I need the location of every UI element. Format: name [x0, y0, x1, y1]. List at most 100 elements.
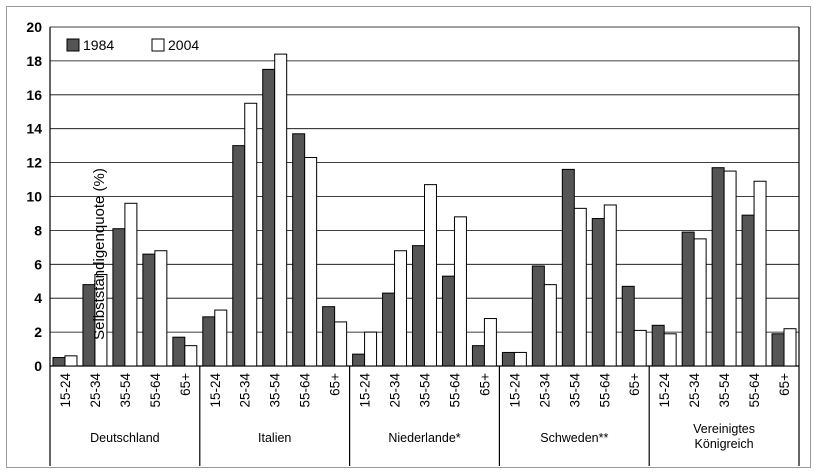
y-tick-label: 8 [34, 222, 42, 238]
x-tick-label: 55-64 [148, 373, 163, 408]
bar-2004 [603, 204, 617, 367]
bar-2004 [94, 273, 108, 367]
group-label: Deutschland [90, 431, 160, 445]
bar-1984 [471, 345, 485, 367]
x-tick-label: 15-24 [507, 373, 522, 408]
x-tick-label: 55-64 [447, 373, 462, 408]
x-tick-label: 65+ [328, 373, 343, 396]
bar-1984 [232, 145, 246, 367]
x-tick-label: 35-54 [268, 373, 283, 408]
bar-1984 [501, 351, 515, 367]
bar-1984 [771, 333, 785, 367]
bar-2004 [783, 328, 797, 367]
bar-1984 [112, 228, 126, 367]
x-tick-label: 65+ [178, 373, 193, 396]
legend-label-1984: 1984 [83, 37, 114, 53]
bar-1984 [591, 218, 605, 367]
x-tick-label: 65+ [477, 373, 492, 396]
y-tick-label: 18 [26, 53, 42, 69]
bar-2004 [633, 329, 647, 367]
bar-1984 [651, 324, 665, 367]
bar-2004 [513, 351, 527, 367]
legend: 1984 2004 [66, 37, 199, 53]
bar-2004 [453, 216, 467, 367]
y-tick-label: 6 [34, 256, 42, 272]
x-tick-label: 25-34 [687, 373, 702, 408]
y-tick-label: 2 [34, 324, 42, 340]
y-axis-label: Selbstständigenquote (%) [91, 168, 108, 340]
x-tick-label: 55-64 [597, 373, 612, 408]
bar-1984 [172, 336, 186, 367]
bar-2004 [244, 102, 258, 367]
bar-1984 [382, 292, 396, 367]
bar-2004 [124, 202, 138, 367]
y-tick-label: 16 [26, 87, 42, 103]
group-label: Italien [258, 431, 291, 445]
bar-1984 [441, 275, 455, 367]
bar-2004 [184, 345, 198, 367]
y-tick-label: 12 [26, 155, 42, 171]
bars [52, 53, 797, 367]
x-tick-label: 15-24 [58, 373, 73, 408]
legend-swatch-2004 [151, 38, 165, 52]
x-tick-label: 15-24 [208, 373, 223, 408]
x-tick-label: 55-64 [747, 373, 762, 408]
bar-2004 [274, 53, 288, 367]
x-tick-label: 65+ [777, 373, 792, 396]
x-tick-label: 15-24 [358, 373, 373, 408]
bar-1984 [741, 214, 755, 367]
bar-1984 [292, 133, 306, 367]
bar-1984 [621, 285, 635, 367]
chart-frame [6, 6, 811, 468]
x-tick-label: 35-54 [717, 373, 732, 408]
x-tick-label: 15-24 [657, 373, 672, 408]
x-tick-label: 25-34 [388, 373, 403, 408]
bar-2004 [394, 250, 408, 367]
bar-1984 [561, 168, 575, 367]
bar-2004 [154, 250, 168, 367]
bar-1984 [202, 316, 216, 367]
y-tick-label: 4 [34, 290, 42, 306]
x-tick-label: 25-34 [88, 373, 103, 408]
bar-1984 [322, 306, 336, 367]
y-tick-label: 10 [26, 189, 42, 205]
bar-2004 [573, 207, 587, 367]
bar-2004 [693, 238, 707, 367]
x-tick-label: 35-54 [118, 373, 133, 408]
bar-1984 [262, 68, 276, 367]
x-tick-label: 35-54 [567, 373, 582, 408]
bar-2004 [334, 321, 348, 367]
bar-2004 [64, 355, 78, 367]
y-tick-label: 14 [26, 121, 42, 137]
bar-2004 [483, 318, 497, 367]
y-tick-label: 20 [26, 19, 42, 35]
bar-2004 [723, 170, 737, 367]
bar-1984 [412, 245, 425, 367]
x-tick-labels: 15-24 25-34 35-54 55-64 65+ 15-24 25-34 35-54 55… [58, 373, 792, 408]
bar-2004 [304, 157, 318, 367]
group-label: Niederlande* [388, 431, 460, 445]
bar-1984 [352, 353, 366, 367]
bar-1984 [711, 167, 725, 367]
x-tick-label: 25-34 [238, 373, 253, 408]
group-label: Vereinigtes [693, 422, 755, 436]
bar-2004 [753, 180, 767, 367]
bar-1984 [531, 265, 545, 367]
group-label: Schweden** [540, 431, 608, 445]
bar-2004 [364, 331, 378, 367]
x-tick-label: 35-54 [418, 373, 433, 408]
legend-swatch-1984 [66, 38, 80, 52]
bar-2004 [214, 309, 228, 367]
bar-1984 [142, 253, 156, 367]
y-tick-labels: 0 2 4 6 8 10 12 14 16 18 20 [26, 19, 42, 374]
bar-1984 [681, 231, 695, 367]
x-tick-label: 65+ [627, 373, 642, 396]
y-tick-label: 0 [34, 358, 42, 374]
x-tick-label: 25-34 [537, 373, 552, 408]
group-labels: Deutschland Italien Niederlande* Schweden**… [90, 422, 755, 451]
bar-2004 [543, 284, 557, 367]
legend-label-2004: 2004 [168, 37, 199, 53]
x-tick-label: 55-64 [298, 373, 313, 408]
bar-2004 [424, 184, 437, 367]
bar-2004 [663, 333, 677, 367]
